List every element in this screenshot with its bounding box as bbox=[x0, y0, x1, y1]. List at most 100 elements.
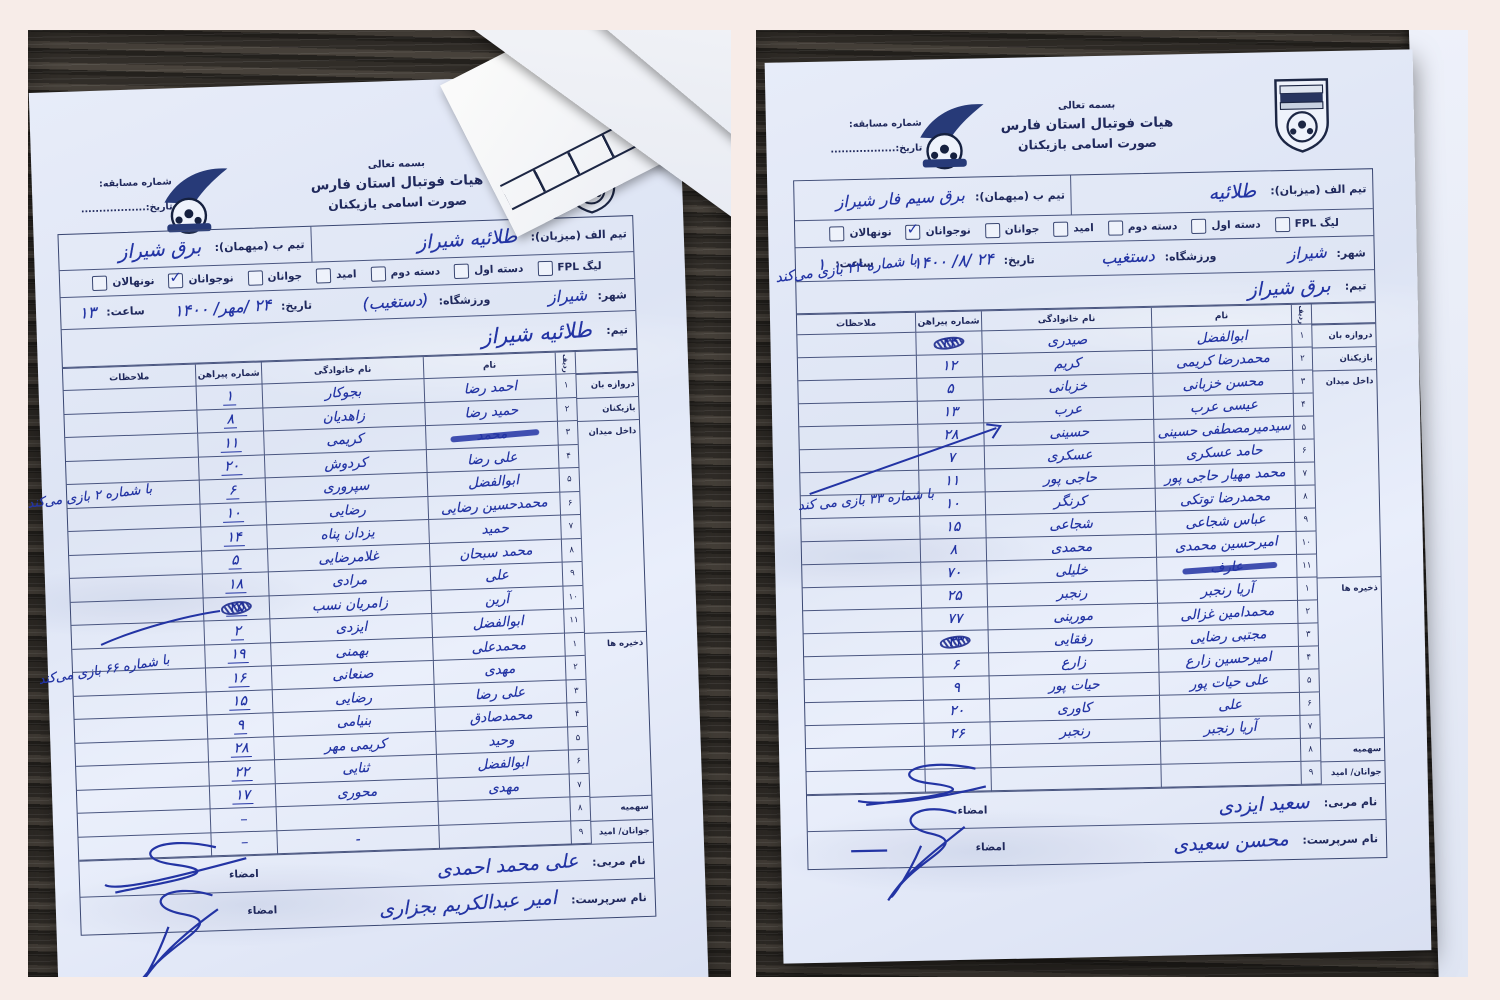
row-number: ۹ bbox=[1295, 508, 1316, 532]
row-number: ۵ bbox=[1298, 669, 1319, 693]
row-number: ۸ bbox=[569, 796, 591, 821]
shirt-number: ۱۸ bbox=[224, 575, 247, 594]
player-last-name: ایزدی bbox=[335, 619, 368, 637]
row-number: ۸ bbox=[1294, 485, 1316, 509]
player-first-name: ابوالفضل bbox=[467, 472, 520, 492]
player-last-name: رضایی bbox=[334, 689, 373, 708]
shirt-number: ۸ bbox=[223, 411, 238, 430]
form-grid: تیم الف (میزبان): طلائیه تیم ب (میهمان):… bbox=[793, 168, 1388, 871]
position-label: ذخیره ها bbox=[1316, 576, 1382, 601]
player-first-name: محمد bbox=[475, 426, 508, 445]
coach-label: نام مربی: bbox=[1323, 795, 1378, 810]
coach-name: علی محمد احمدی bbox=[435, 849, 579, 881]
shirt-number: ۴۴ bbox=[941, 334, 957, 352]
player-first-name: محمدحسین رضایی bbox=[440, 493, 549, 518]
position-label bbox=[585, 677, 649, 703]
position-label: جوانان/ امید bbox=[1320, 760, 1385, 785]
position-label: بازیکنان bbox=[576, 395, 639, 422]
player-first-name: علی bbox=[1217, 696, 1243, 714]
time-label: ساعت: bbox=[106, 304, 145, 319]
position-label bbox=[587, 747, 651, 774]
table-body: دروازه بان ۱ ابوالفضل صیدری ۴۴ بازیکنان … bbox=[797, 323, 1385, 796]
team-value: برق شیراز bbox=[1247, 274, 1332, 301]
player-first-name: حمید رضا bbox=[463, 401, 519, 422]
position-label bbox=[581, 559, 645, 586]
player-first-name: امیرحسین محمدی bbox=[1174, 533, 1279, 556]
shirt-number: ۲ bbox=[230, 622, 245, 641]
player-first-name: وحید bbox=[488, 731, 516, 750]
stadium-label: ورزشگاه: bbox=[1164, 249, 1217, 264]
player-first-name: عیسی عرب bbox=[1189, 396, 1258, 417]
shirt-number: ۲۰ bbox=[220, 458, 243, 477]
stadium-value: (دستغیب) bbox=[361, 290, 430, 314]
player-first-name: ابوالفضل bbox=[476, 754, 529, 774]
row-number: ۲ bbox=[1291, 347, 1313, 371]
col-row: ردیف bbox=[561, 353, 570, 373]
checkbox-icon bbox=[1107, 219, 1123, 236]
player-first-name: عباس شجاعی bbox=[1185, 511, 1267, 532]
league-option-label: لیگ FPL bbox=[1294, 216, 1339, 230]
checkbox-icon bbox=[905, 224, 921, 240]
shirt-number: ۷۷ bbox=[947, 610, 963, 628]
shirt-number: ۳۳ bbox=[947, 633, 964, 651]
team-a-label: تیم الف (میزبان): bbox=[1270, 182, 1367, 198]
league-option-label: نونهالان bbox=[849, 226, 892, 240]
table-body: دروازه بان ۱ احمد رضا بجوکار ۱ بازیکنان … bbox=[63, 372, 653, 861]
position-label: داخل میدان bbox=[576, 418, 640, 445]
checkbox-icon bbox=[1274, 216, 1290, 232]
shirt-number: ۱۰ bbox=[944, 495, 961, 513]
row-number: ۱۱ bbox=[563, 608, 584, 634]
position-label: سهمیه bbox=[1319, 737, 1385, 762]
date-label: تاریخ: bbox=[1003, 253, 1035, 267]
player-last-name: سپروری bbox=[322, 477, 371, 497]
row-number: ۵ bbox=[567, 726, 588, 751]
league-checkbox: امید bbox=[1053, 221, 1094, 237]
row-number: ۹ bbox=[570, 820, 591, 845]
roster-form-right: بسمه تعالی هیات فوتبال استان فارس صورت ا… bbox=[764, 49, 1432, 964]
row-number: ۶ bbox=[567, 749, 589, 775]
player-last-name: بنیامی bbox=[336, 712, 372, 731]
player-last-name: کریم bbox=[1053, 355, 1082, 373]
row-number: ۷ bbox=[1294, 462, 1315, 486]
player-first-name: محمدصادق bbox=[469, 706, 534, 728]
player-last-name: حسینی bbox=[1048, 423, 1090, 442]
league-checkbox: لیگ FPL bbox=[537, 259, 602, 276]
position-label: جوانان/ امید bbox=[590, 818, 653, 844]
col-shirt: شماره پیراهن bbox=[914, 311, 982, 333]
shirt-number: ۵ bbox=[946, 380, 954, 398]
city-label: شهر: bbox=[1336, 246, 1366, 260]
shirt-number: ۹ bbox=[233, 716, 248, 735]
player-last-name: مرادی bbox=[331, 572, 368, 590]
checkbox-icon bbox=[315, 267, 332, 284]
player-last-name: رنجبر bbox=[1056, 584, 1088, 603]
league-option-label: جوانان bbox=[1004, 223, 1040, 236]
shirt-number: ۱۶ bbox=[228, 669, 250, 688]
league-option-label: نونهالان bbox=[112, 274, 155, 289]
position-label: سهمیه bbox=[589, 794, 653, 821]
player-first-name: ابوالفضل bbox=[472, 613, 525, 633]
player-last-name: حیات پور bbox=[1048, 676, 1100, 695]
player-last-name: صیدری bbox=[1046, 331, 1088, 350]
col-shirt: شماره پیراهن bbox=[194, 362, 262, 387]
shirt-number: ۱۷ bbox=[231, 787, 254, 805]
player-last-name: زاهدیان bbox=[322, 407, 366, 426]
col-remarks: ملاحظات bbox=[796, 312, 916, 336]
city-value: شیراز bbox=[547, 285, 589, 307]
row-number: ۹ bbox=[561, 561, 583, 587]
league-checkbox: نوجوانان bbox=[168, 271, 234, 288]
player-last-name: کاوری bbox=[1057, 699, 1093, 718]
city-label: شهر: bbox=[597, 288, 627, 303]
player-first-name: علی رضا bbox=[474, 683, 527, 704]
checkbox-icon bbox=[1053, 221, 1069, 237]
player-last-name: - bbox=[355, 831, 362, 848]
player-first-name: آریا رنجبر bbox=[1200, 580, 1255, 600]
date-value: ۲۴ /مهر/ ۱۴۰۰ bbox=[173, 295, 272, 321]
player-first-name: محمد سبحان bbox=[458, 542, 533, 564]
player-first-name: محمدرضا توتکی bbox=[1179, 487, 1271, 509]
position-label bbox=[588, 771, 652, 797]
row-number: ۱ bbox=[563, 632, 585, 657]
player-last-name: کریمی bbox=[326, 431, 364, 449]
photo-left-roster: شماره مسابقه: تاریخ:.................. ب… bbox=[28, 30, 731, 977]
league-checkbox: امید bbox=[315, 267, 357, 284]
position-label bbox=[579, 489, 643, 515]
